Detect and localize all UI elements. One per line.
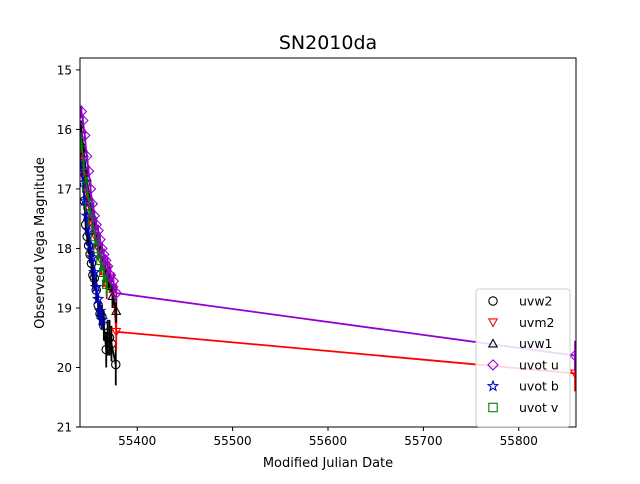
data-point <box>91 292 105 305</box>
data-point <box>101 344 111 355</box>
y-tick-label: 21 <box>57 421 72 435</box>
data-point <box>104 332 115 343</box>
x-tick-label: 55500 <box>214 434 252 448</box>
legend-item-uvw1: uvw1 <box>487 336 553 351</box>
y-tick-label: 19 <box>57 301 72 315</box>
chart-title: SN2010da <box>279 32 377 54</box>
data-point <box>80 114 89 127</box>
data-point <box>84 183 97 195</box>
legend-label: uvot u <box>519 357 559 372</box>
legend-label: uvm2 <box>519 315 554 330</box>
data-point <box>111 305 122 315</box>
data-point <box>90 218 103 231</box>
data-point <box>88 265 101 278</box>
x-tick-label: 55600 <box>309 434 347 448</box>
legend-box <box>475 288 571 428</box>
legend-label: uvot v <box>519 400 559 415</box>
legend-label: uvw2 <box>519 294 553 309</box>
legend-label: uvw1 <box>519 336 553 351</box>
data-point <box>111 359 121 370</box>
x-tick-label: 55800 <box>500 434 538 448</box>
data-point <box>110 287 123 299</box>
data-point <box>86 250 99 263</box>
data-point <box>99 254 112 267</box>
x-axis-label: Modified Julian Date <box>263 456 393 471</box>
legend-marker <box>487 318 499 328</box>
y-tick-label: 17 <box>57 182 72 196</box>
legend: uvw2 uvm2 uvw1 uvot u uvot b uvot v <box>475 288 571 428</box>
legend-marker <box>488 296 498 306</box>
plot-layer <box>80 105 576 392</box>
x-ticks: 55400 55500 55600 55700 55800 <box>118 427 538 448</box>
y-tick-label: 15 <box>57 63 72 77</box>
legend-marker <box>488 402 498 413</box>
series-uvot-u <box>80 105 576 371</box>
data-point <box>107 275 120 288</box>
legend-item-uvm2: uvm2 <box>487 315 554 330</box>
data-point <box>95 313 109 326</box>
data-point <box>569 349 576 362</box>
legend-item-uvot-v: uvot v <box>488 400 559 415</box>
legend-item-uvw2: uvw2 <box>488 294 553 309</box>
legend-marker <box>486 379 500 392</box>
data-point <box>111 327 122 338</box>
y-ticks: 15 16 17 18 19 20 21 <box>57 63 80 435</box>
legend-item-uvot-b: uvot b <box>486 379 559 394</box>
y-tick-label: 16 <box>57 123 72 137</box>
data-point <box>98 248 110 261</box>
y-tick-label: 20 <box>57 361 72 375</box>
data-point <box>80 129 91 142</box>
data-point <box>96 242 108 255</box>
data-point <box>101 260 114 273</box>
legend-marker <box>487 338 499 348</box>
data-point <box>80 150 93 163</box>
x-tick-label: 55400 <box>118 434 156 448</box>
data-point <box>86 258 97 269</box>
legend-marker <box>487 359 499 371</box>
data-point <box>86 197 99 210</box>
y-axis-label: Observed Vega Magnitude <box>33 157 48 329</box>
legend-item-uvot-u: uvot u <box>487 357 559 372</box>
data-point <box>104 269 117 282</box>
data-point <box>82 165 95 177</box>
y-tick-label: 18 <box>57 242 72 256</box>
data-point <box>93 304 107 317</box>
data-point <box>89 280 103 293</box>
x-tick-label: 55700 <box>404 434 442 448</box>
legend-label: uvot b <box>519 379 559 394</box>
